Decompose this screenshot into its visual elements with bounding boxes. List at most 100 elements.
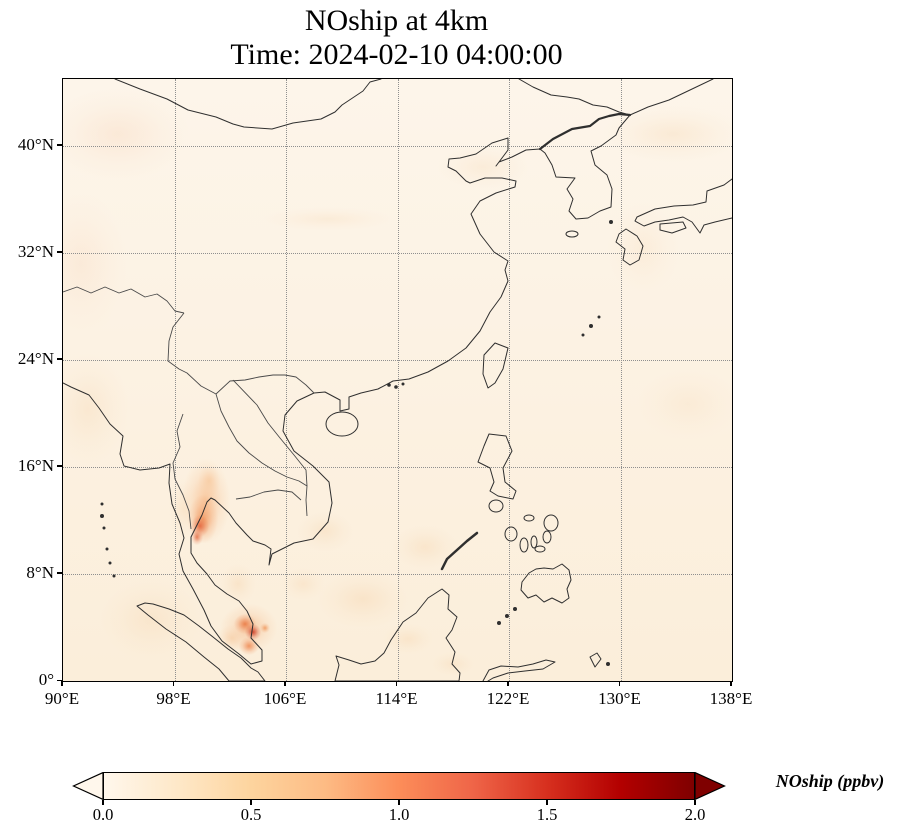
island-moluccas — [606, 662, 610, 666]
coastline-jeju — [565, 230, 579, 238]
x-tickmark-122 — [507, 681, 509, 686]
border-china-myanmar-vietnam — [167, 312, 315, 395]
island-nicobar-1 — [105, 547, 109, 551]
coastline-mindoro — [488, 499, 504, 513]
x-tickmark-106 — [284, 681, 286, 686]
island-sulu-3 — [497, 621, 501, 625]
x-tick-label-114: 114°E — [375, 689, 418, 708]
island-andaman-2 — [100, 514, 104, 518]
gridline-lon-98 — [174, 79, 176, 681]
coastline-palawan — [440, 531, 479, 571]
gridline-lon-138 — [732, 79, 733, 681]
coastline-halmahera — [589, 652, 602, 668]
border-mongolia-china — [114, 79, 382, 130]
plot-title: NOship at 4km Time: 2024-02-10 04:00:00 — [62, 4, 731, 72]
coastline-bohol — [534, 545, 546, 553]
colorbar-right-arrow — [695, 772, 726, 800]
x-tickmark-98 — [172, 681, 175, 686]
coast-pearl-delta-1 — [387, 383, 391, 387]
gridline-lon-122 — [509, 79, 510, 681]
x-tickmark-114 — [395, 681, 398, 686]
border-thailand-laos — [215, 393, 308, 487]
colorbar-tick-label-1.0: 1.0 — [388, 805, 410, 824]
x-tick-label-98: 98°E — [156, 689, 191, 708]
colorbar-gradient — [103, 772, 695, 800]
border-himalaya — [63, 286, 185, 314]
gridline-lat-32 — [63, 252, 732, 254]
island-nicobar-3 — [112, 574, 116, 578]
coastline-sulawesi — [482, 659, 556, 681]
border-myanmar-thailand — [172, 413, 192, 530]
coastline-panay — [504, 526, 518, 542]
colorbar-tick-label-0.5: 0.5 — [240, 805, 262, 824]
x-tick-label-106: 106°E — [263, 689, 307, 708]
coast-pearl-delta-3 — [401, 382, 405, 386]
y-tickmark-0 — [57, 679, 62, 681]
border-laos-vietnam — [232, 379, 308, 517]
gridline-lat-8 — [63, 573, 732, 575]
y-tick-label-32: 32°N — [17, 241, 54, 261]
colorbar-tick-label-2.0: 2.0 — [684, 805, 706, 824]
coastline-luzon — [477, 433, 517, 500]
island-ryukyu-3 — [581, 333, 585, 337]
coastline-hainan — [325, 411, 359, 437]
y-tick-label-24: 24°N — [17, 348, 54, 368]
plot-title-line2: Time: 2024-02-10 04:00:00 — [230, 38, 563, 71]
coast-pearl-delta-2 — [394, 385, 398, 389]
colorbar-tickmark-2.0 — [694, 800, 696, 805]
y-tickmark-32 — [57, 251, 62, 253]
gridline-lat-24 — [63, 359, 732, 361]
x-tick-label-130: 130°E — [598, 689, 641, 708]
x-tickmark-138 — [730, 681, 732, 686]
y-tickmark-24 — [57, 358, 62, 360]
colorbar-tickmark-0.0 — [102, 800, 104, 805]
coastline-taiwan — [482, 342, 509, 389]
island-tsushima — [609, 220, 613, 224]
map-panel — [62, 78, 733, 682]
coastline-samar — [543, 514, 559, 532]
colorbar-label: NOship (ppbv) — [775, 771, 885, 791]
x-tick-label-122: 122°E — [486, 689, 530, 708]
border-russia-china — [518, 79, 631, 116]
y-tick-label-0: 0° — [38, 670, 54, 689]
island-ryukyu-2 — [589, 324, 593, 328]
y-tickmark-8 — [57, 572, 62, 574]
colorbar-tick-label-1.5: 1.5 — [536, 805, 558, 824]
island-andaman-3 — [102, 526, 106, 530]
coastline-borneo — [334, 588, 461, 681]
colorbar-tickmark-1.5 — [546, 800, 548, 805]
y-tickmark-16 — [57, 465, 62, 467]
x-tick-label-138: 138°E — [709, 689, 753, 708]
y-tickmark-40 — [57, 144, 62, 146]
gridline-lat-16 — [63, 466, 732, 468]
coastline-shikoku — [659, 221, 687, 234]
island-ryukyu-1 — [597, 315, 601, 319]
island-sulu-2 — [505, 614, 509, 618]
gridline-lat-40 — [63, 145, 732, 147]
colorbar-left-arrow — [72, 772, 103, 800]
gridline-lon-106 — [286, 79, 287, 681]
island-nicobar-2 — [108, 561, 112, 565]
y-tick-label-8: 8°N — [26, 562, 54, 582]
coastline-mainland-asia — [63, 79, 714, 665]
border-korea-china — [538, 112, 632, 151]
coastline-sumatra — [136, 602, 266, 681]
coastline-kyushu — [615, 228, 644, 266]
y-tick-label-40: 40°N — [17, 134, 54, 154]
coastline-masbate — [523, 514, 535, 522]
coastline-honshu — [634, 178, 732, 234]
x-tick-label-90: 90°E — [44, 689, 80, 708]
colorbar-tickmark-0.5 — [250, 800, 252, 805]
coastline-leyte — [542, 530, 552, 544]
coastlines-svg — [63, 79, 732, 681]
gridline-lon-130 — [620, 79, 622, 681]
island-andaman-1 — [100, 502, 104, 506]
x-tickmark-90 — [61, 681, 63, 686]
y-tick-label-16: 16°N — [17, 455, 54, 475]
island-sulu-1 — [513, 607, 517, 611]
coastline-cebu — [530, 535, 538, 549]
plot-title-line1: NOship at 4km — [304, 4, 489, 37]
coastline-mindanao — [520, 563, 572, 604]
x-tickmark-130 — [618, 681, 621, 686]
